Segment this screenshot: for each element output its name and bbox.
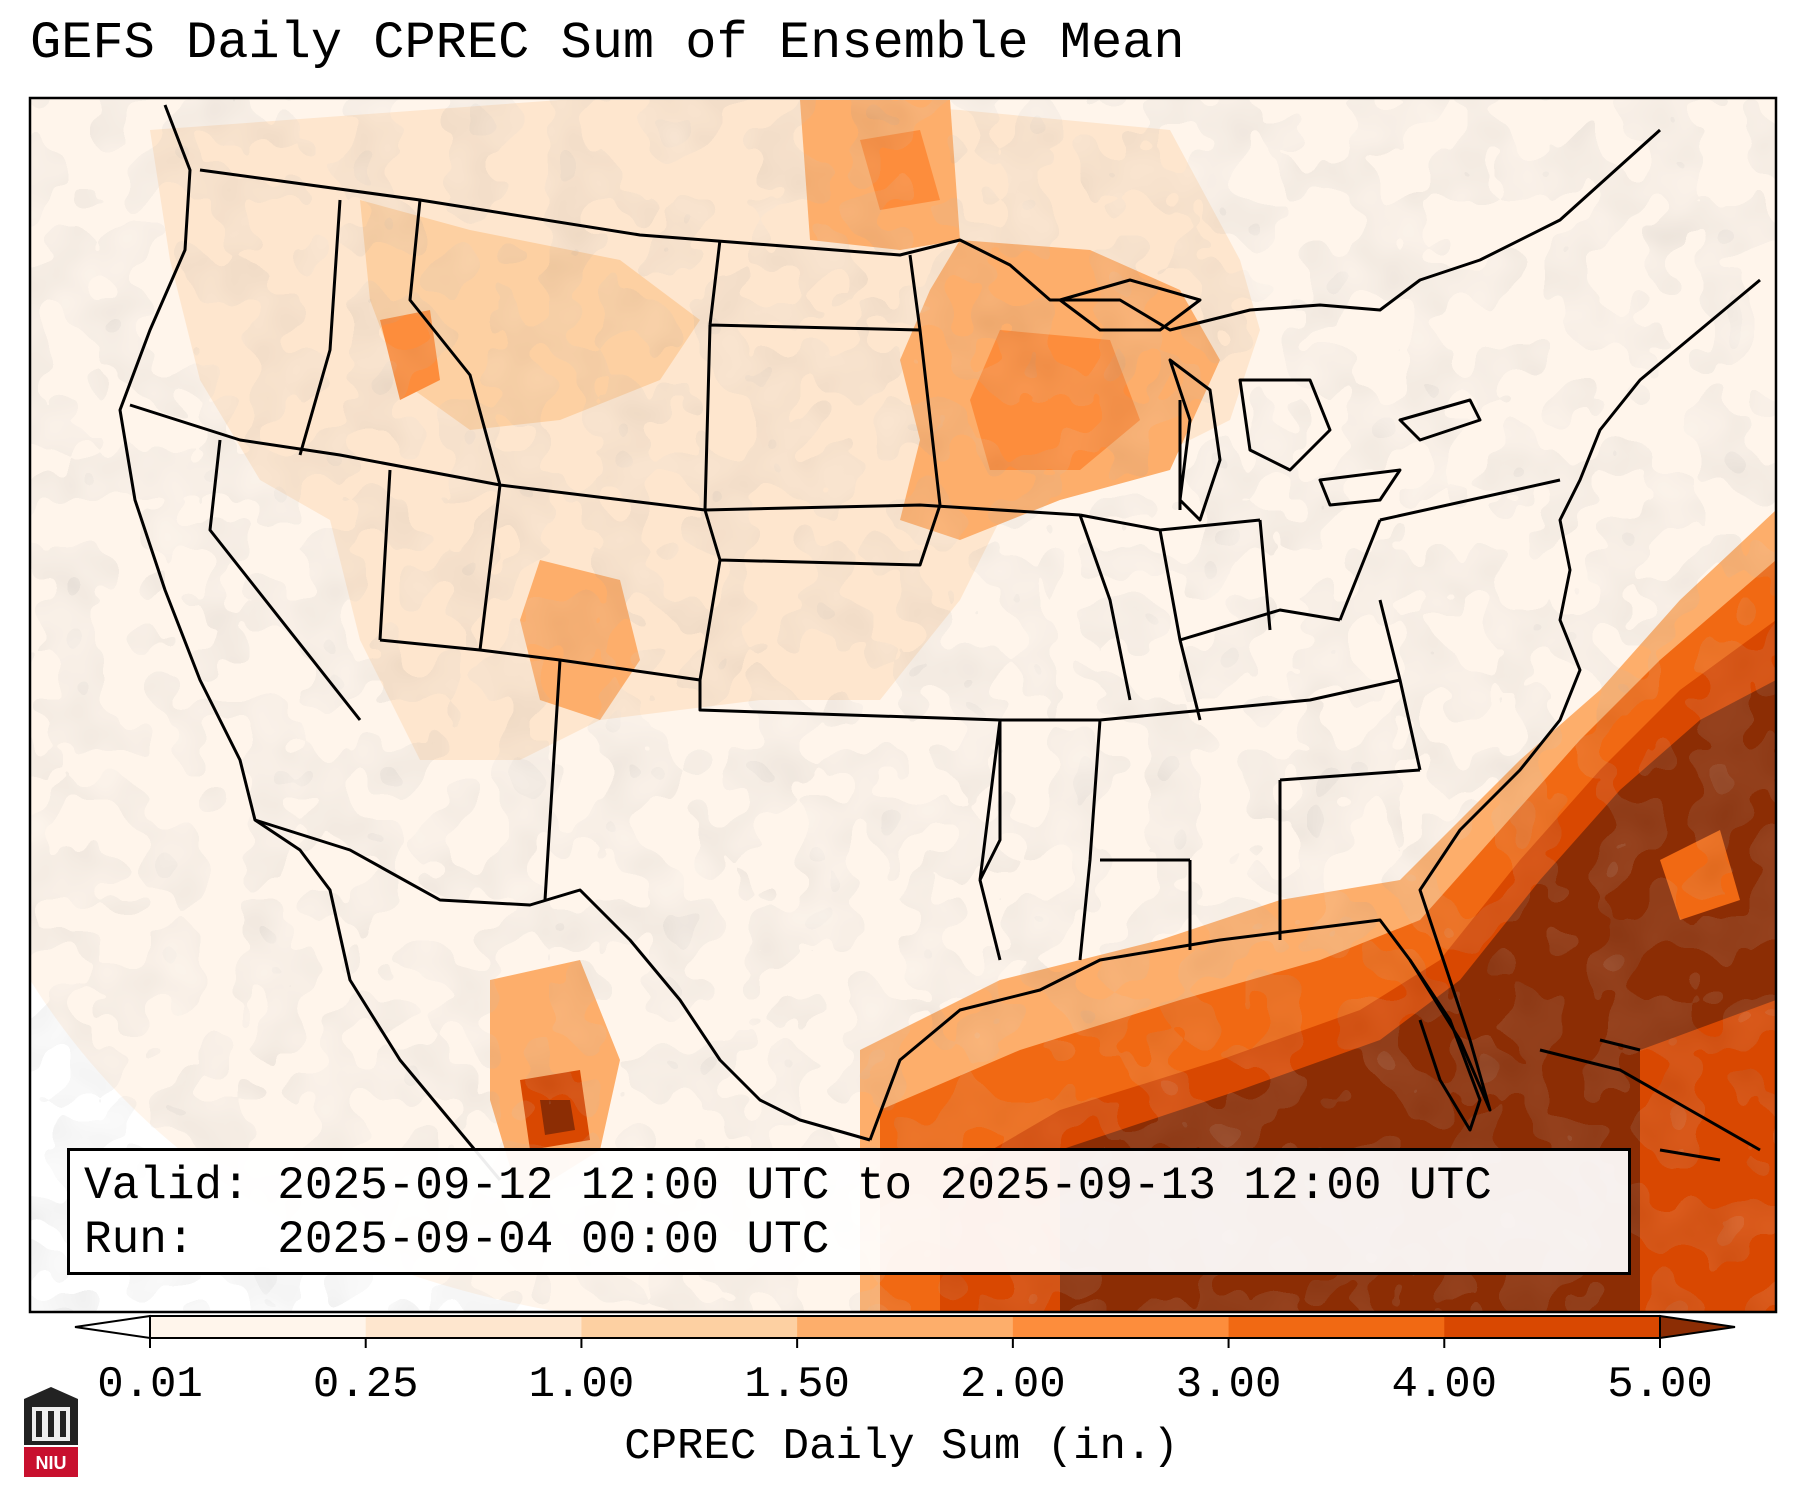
colorbar-tick-label: 0.25 xyxy=(313,1360,419,1410)
run-value: 2025-09-04 00:00 UTC xyxy=(277,1214,830,1266)
great-lakes xyxy=(1058,278,1482,522)
colorbar-tick-label: 2.00 xyxy=(960,1360,1066,1410)
map-frame xyxy=(28,96,1778,1314)
colorbar-segment xyxy=(797,1316,1014,1338)
colorbar-tick-label: 3.00 xyxy=(1176,1360,1282,1410)
valid-row: Valid: 2025-09-12 12:00 UTC to 2025-09-1… xyxy=(84,1159,1614,1213)
run-row: Run: 2025-09-04 00:00 UTC xyxy=(84,1213,1614,1267)
colorbar-over-extend xyxy=(1659,1314,1736,1340)
coastline-west xyxy=(118,104,502,1181)
florida xyxy=(1408,959,1482,1132)
colorbar-segment xyxy=(1228,1316,1445,1338)
caribbean-islands xyxy=(1539,1038,1761,1162)
logo-text: NIU xyxy=(36,1453,67,1473)
colorbar-segment xyxy=(1444,1316,1661,1338)
colorbar-segment xyxy=(365,1316,582,1338)
colorbar-tick-label: 1.00 xyxy=(529,1360,635,1410)
colorbar-tick-label: 5.00 xyxy=(1607,1360,1713,1410)
run-label: Run: xyxy=(84,1214,195,1266)
border-us-mexico xyxy=(254,818,871,1142)
colorbar-tick-label: 1.50 xyxy=(744,1360,850,1410)
colorbar-tick-label: 4.00 xyxy=(1391,1360,1497,1410)
colorbar-tick-label: 0.01 xyxy=(97,1360,203,1410)
boundaries xyxy=(118,104,1761,1181)
colorbar-segment xyxy=(1012,1316,1230,1338)
niu-logo-icon: NIU xyxy=(24,1387,78,1477)
border-us-canada xyxy=(199,128,1662,332)
colorbar-segment xyxy=(150,1316,367,1338)
colorbar-title: CPREC Daily Sum (in.) xyxy=(624,1422,1179,1472)
colorbar: 0.01 0.25 1.00 1.50 2.00 3.00 4.00 5.00 xyxy=(74,1314,1736,1410)
precip-field xyxy=(30,98,1776,1312)
colorbar-under-extend xyxy=(74,1314,151,1340)
info-box: Valid: 2025-09-12 12:00 UTC to 2025-09-1… xyxy=(67,1148,1631,1275)
chart-title: GEFS Daily CPREC Sum of Ensemble Mean xyxy=(30,14,1185,73)
coastline-gulf xyxy=(868,278,1761,1141)
colorbar-segment xyxy=(581,1316,798,1338)
valid-label: Valid: xyxy=(84,1160,250,1212)
valid-value: 2025-09-12 12:00 UTC to 2025-09-13 12:00… xyxy=(277,1160,1492,1212)
state-lines xyxy=(129,199,1561,961)
colorbar-frame xyxy=(149,1315,1661,1339)
